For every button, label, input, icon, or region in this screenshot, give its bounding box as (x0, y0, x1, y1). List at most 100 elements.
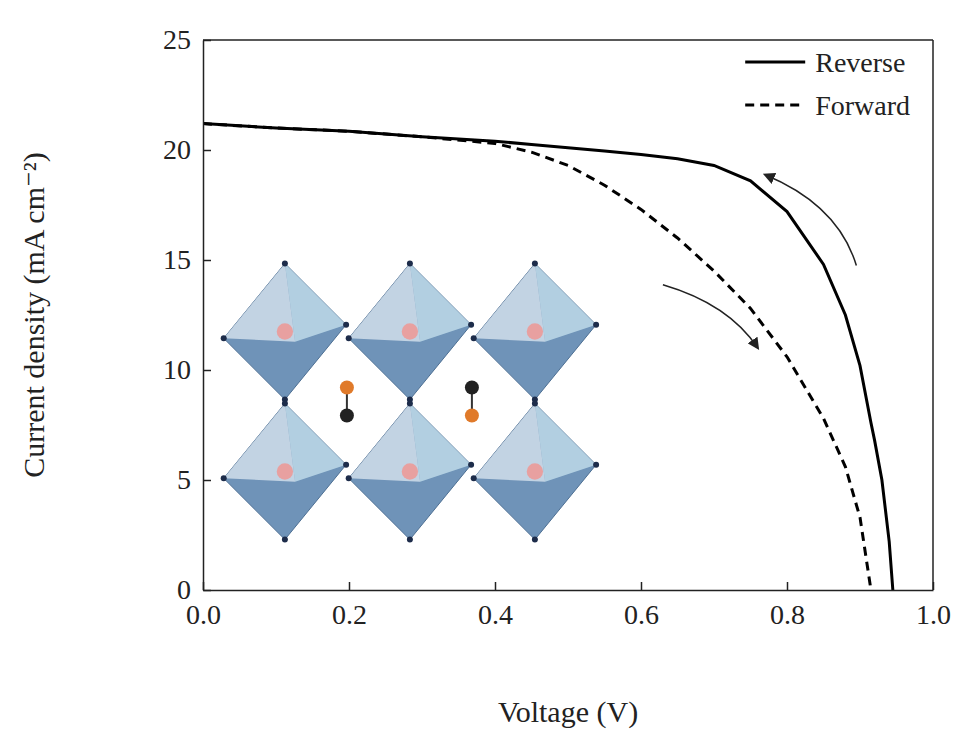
arrow (663, 285, 758, 348)
octahedron-face (224, 404, 295, 482)
inset-structure (221, 261, 599, 543)
y-axis-tick-label: 25 (163, 24, 191, 55)
plot: 0.00.20.40.60.81.00510152025ReverseForwa… (163, 24, 951, 629)
legend-swatch (745, 61, 805, 64)
legend-label: Forward (815, 90, 910, 121)
metal-atom (402, 463, 418, 479)
cation (340, 381, 354, 423)
halide-atom (343, 462, 349, 468)
cation (465, 381, 479, 423)
octahedron-face (535, 404, 596, 482)
octahedron-face (349, 404, 420, 482)
x-axis-tick: 0.6 (624, 582, 659, 630)
x-axis-title: Voltage (V) (498, 695, 638, 729)
halide-atom (282, 261, 288, 267)
halide-atom (407, 537, 413, 543)
octahedron-face (224, 264, 295, 342)
octahedron (471, 261, 599, 403)
y-axis: 0 5 10 15 20 25 (163, 24, 211, 605)
x-axis-tick-mark (787, 582, 789, 590)
halide-atom (221, 335, 227, 341)
lines (203, 124, 893, 590)
metal-atom (277, 323, 293, 339)
halide-atom (346, 335, 352, 341)
metal-atom (277, 463, 293, 479)
octahedron-face (535, 264, 596, 342)
x-axis: 0.00.20.40.60.81.0 (186, 582, 951, 630)
legend-entry: Reverse (745, 47, 905, 78)
atom (340, 381, 354, 395)
x-axis-line (204, 590, 934, 592)
halide-atom (471, 335, 477, 341)
y-axis-tick-mark (203, 260, 211, 262)
halide-atom (532, 537, 538, 543)
legend-swatch (745, 104, 805, 107)
y-axis-line (203, 41, 205, 591)
atom (465, 381, 479, 395)
y-axis-tick: 5 (177, 464, 211, 495)
frame (932, 40, 934, 590)
frame (203, 39, 933, 41)
octahedron-body (474, 404, 596, 540)
x-axis-tick-label: 0.2 (332, 599, 367, 630)
legend-entry: Forward (745, 90, 910, 121)
octahedron-face (285, 264, 346, 342)
y-axis-tick: 0 (177, 574, 211, 605)
x-axis-tick: 0.8 (770, 582, 805, 630)
y-axis-title: Current density (mA cm⁻²) (17, 152, 51, 478)
octahedron (471, 401, 599, 543)
octahedron (346, 261, 474, 403)
octahedron-face (410, 264, 471, 342)
halide-atom (407, 261, 413, 267)
y-axis-tick-label: 15 (163, 244, 191, 275)
arrow (765, 175, 856, 266)
octahedron-body (349, 264, 471, 400)
x-axis-tick-mark (641, 582, 643, 590)
halide-atom (468, 462, 474, 468)
halide-atom (343, 322, 349, 328)
octahedron (221, 261, 349, 403)
octahedron-face (285, 404, 346, 482)
metal-atom (527, 463, 543, 479)
x-axis-tick-label: 0.8 (770, 599, 805, 630)
x-axis-tick-label: 1.0 (916, 599, 951, 630)
octahedron-face (349, 264, 420, 342)
y-axis-tick-mark (203, 150, 211, 152)
y-axis-tick-mark (203, 590, 211, 592)
line-solid (203, 124, 893, 590)
x-axis-tick: 0.4 (478, 582, 513, 630)
y-axis-tick-label: 5 (177, 464, 191, 495)
x-axis-tick-label: 0.4 (478, 599, 513, 630)
metal-atom (402, 323, 418, 339)
halide-atom (593, 462, 599, 468)
halide-atom (532, 401, 538, 407)
x-axis-tick-mark (349, 582, 351, 590)
octahedron-body (224, 264, 346, 400)
legend-label: Reverse (815, 47, 905, 78)
y-axis-tick-mark (203, 480, 211, 482)
halide-atom (346, 475, 352, 481)
halide-atom (221, 475, 227, 481)
halide-atom (282, 537, 288, 543)
octahedron (221, 401, 349, 543)
halide-atom (593, 322, 599, 328)
halide-atom (282, 401, 288, 407)
y-axis-tick-label: 10 (163, 354, 191, 385)
y-axis-tick-mark (203, 370, 211, 372)
x-axis-tick-mark (495, 582, 497, 590)
atom (340, 409, 354, 423)
octahedron-face (474, 404, 545, 482)
halide-atom (407, 401, 413, 407)
atom (465, 409, 479, 423)
octahedron-face (474, 264, 545, 342)
legend: Reverse Forward (745, 47, 910, 121)
octahedron-body (349, 404, 471, 540)
line-dashed (203, 124, 871, 590)
y-axis-tick: 20 (163, 134, 211, 165)
halide-atom (468, 322, 474, 328)
y-axis-tick-label: 0 (177, 574, 191, 605)
y-axis-tick: 10 (163, 354, 211, 385)
halide-atom (532, 261, 538, 267)
y-axis-tick-label: 20 (163, 134, 191, 165)
halide-atom (471, 475, 477, 481)
